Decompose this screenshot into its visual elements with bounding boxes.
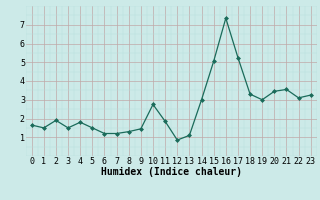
X-axis label: Humidex (Indice chaleur): Humidex (Indice chaleur) [101,167,242,177]
